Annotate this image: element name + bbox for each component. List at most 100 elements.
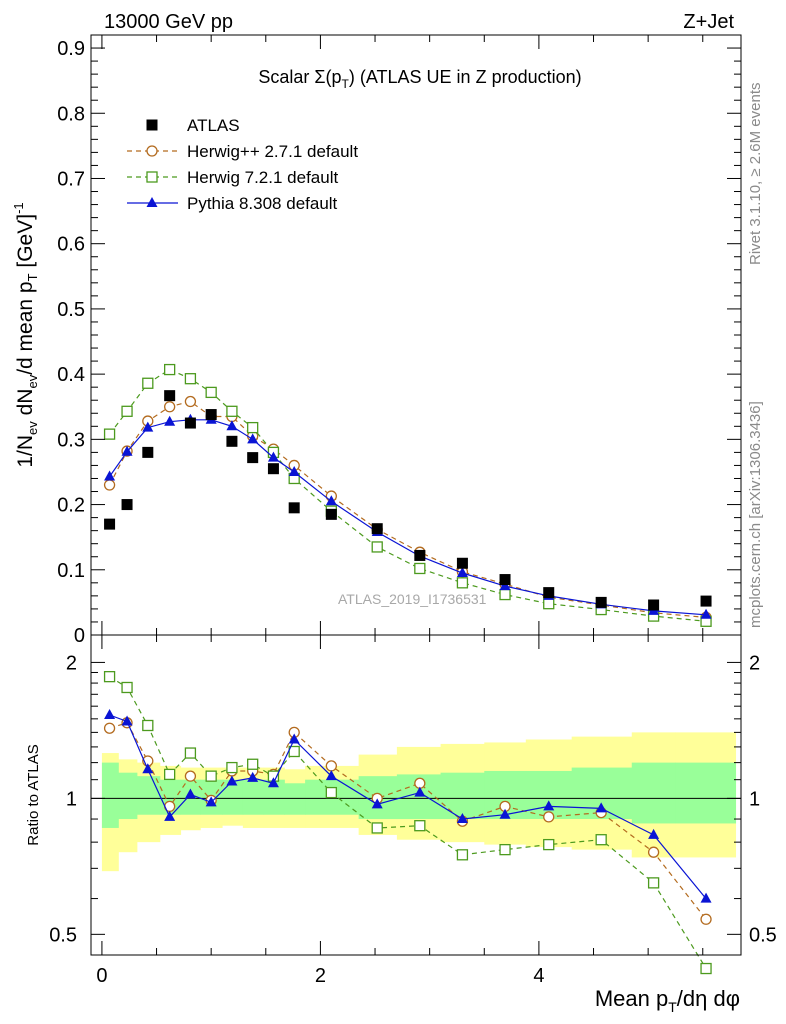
ratio-band-inner: [101, 762, 119, 828]
main-ytick-label: 0.5: [57, 299, 85, 321]
energy-label: 13000 GeV pp: [104, 11, 233, 33]
ratio-point-pythia-8-308-default: [543, 800, 555, 811]
ratio-band-inner: [263, 779, 285, 815]
main-point-atlas: [164, 390, 176, 402]
main-point-herwig-7-2-1-default: [103, 428, 116, 440]
ratio-point-pythia-8-308-default: [104, 708, 116, 719]
ratio-point-pythia-8-308-default: [121, 715, 133, 726]
ratio-ytick-label-right: 2: [749, 652, 760, 674]
ratio-point-herwig-7-2-1-default: [647, 877, 660, 889]
main-point-atlas: [371, 523, 383, 535]
main-point-atlas: [267, 463, 279, 475]
main-point-atlas: [414, 549, 426, 561]
main-point-atlas: [288, 502, 300, 514]
ratio-band-inner: [525, 770, 573, 820]
main-point-herwig-2-7-1-default: [164, 401, 176, 413]
main-ytick-label: 0.4: [57, 364, 85, 386]
title-sigma: Σ(p: [314, 67, 341, 87]
main-point-pythia-8-308-default: [700, 608, 712, 619]
main-point-pythia-8-308-default: [104, 470, 116, 481]
main-point-pythia-8-308-default: [325, 495, 337, 506]
ratio-ytick-label: 2: [66, 652, 77, 674]
ratio-ytick-label-right: 0.5: [749, 924, 777, 946]
main-ytick-label: 0.8: [57, 103, 85, 125]
main-point-atlas: [247, 452, 259, 464]
ratio-band-inner: [242, 779, 265, 815]
ratio-xtick-label: 2: [315, 965, 326, 987]
legend-marker-pythia-8-308-default: [146, 197, 158, 207]
main-point-pythia-8-308-default: [456, 567, 468, 578]
ratio-ytick-label-right: 1: [749, 788, 760, 810]
ratio-band-inner: [675, 762, 737, 824]
ratio-point-herwig-2-7-1-default: [325, 760, 337, 772]
ratio-ytick-label: 1: [66, 788, 77, 810]
main-ytick-label: 0.6: [57, 234, 85, 256]
analysis-watermark: ATLAS_2019_I1736531: [338, 591, 487, 607]
ratio-point-herwig-2-7-1-default: [103, 722, 116, 734]
ratio-point-herwig-7-2-1-default: [142, 719, 154, 732]
ratio-point-herwig-7-2-1-default: [371, 822, 383, 834]
main-axes: 0 0.1 0.2 0.3 0.4 0.5 0.6 0.7 0.8 0.9: [57, 35, 741, 647]
ratio-point-pythia-8-308-default: [414, 786, 426, 797]
ratio-point-herwig-7-2-1-default: [247, 758, 259, 770]
ratio-band-inner: [284, 783, 306, 815]
ratio-point-herwig-7-2-1-default: [456, 849, 469, 861]
main-point-herwig-7-2-1-default: [142, 377, 154, 389]
main-point-pythia-8-308-default: [499, 580, 511, 591]
legend-marker-herwig-2-7-1-default: [146, 145, 158, 157]
ratio-point-herwig-7-2-1-default: [414, 820, 426, 832]
legend-marker-herwig-7-2-1-default: [146, 171, 158, 183]
main-ytick-label: 0.7: [57, 168, 85, 190]
main-point-pythia-8-308-default: [121, 445, 133, 456]
main-line-herwig-2-7-1-default: [109, 400, 707, 618]
main-point-atlas: [595, 596, 607, 608]
ratio-axes: 0.5 0.5 1 1 2 2 0 2 4: [49, 635, 777, 987]
main-point-pythia-8-308-default: [247, 433, 259, 444]
ratio-point-pythia-8-308-default: [595, 802, 607, 813]
main-point-herwig-7-2-1-default: [499, 588, 511, 601]
main-ytick-label: 0.9: [57, 38, 85, 60]
ratio-point-pythia-8-308-default: [267, 777, 279, 788]
ratio-point-herwig-2-7-1-default: [647, 846, 660, 858]
ratio-point-herwig-2-7-1-default: [543, 811, 555, 823]
ratio-panel: 0.5 0.5 1 1 2 2 0 2 4 Ratio to ATLAS Mean pT/dη …: [25, 634, 777, 1015]
main-ylabel: 1/Nev dNev/d mean pT [GeV]-1: [11, 202, 40, 467]
ratio-point-herwig-7-2-1-default: [543, 838, 555, 851]
main-point-herwig-7-2-1-default: [371, 541, 383, 553]
main-ytick-label: 0: [74, 625, 85, 647]
legend: ATLAS Herwig++ 2.7.1 default Herwig 7.2.1 …: [127, 116, 358, 213]
main-ylabel-text: 1/Nev dNev/d mean pT [GeV]-1: [11, 202, 40, 467]
main-point-herwig-7-2-1-default: [164, 363, 176, 376]
main-point-atlas: [184, 417, 196, 429]
ratio-point-pythia-8-308-default: [205, 796, 217, 807]
ratio-xlabel: Mean pT/dη dφ: [595, 986, 740, 1015]
main-title: Scalar Σ(pT) (ATLAS UE in Z production): [258, 67, 581, 91]
ratio-band-inner: [631, 762, 676, 824]
ratio-point-herwig-7-2-1-default: [288, 745, 300, 758]
rivet-label: Rivet 3.1.10, ≥ 2.6M events: [747, 83, 764, 266]
main-line-pythia-8-308-default: [109, 419, 707, 616]
ratio-band-inner: [222, 779, 244, 815]
mcplots-label: mcplots.cern.ch [arXiv:1306.3436]: [747, 401, 764, 628]
ratio-point-herwig-7-2-1-default: [700, 962, 712, 975]
main-point-atlas: [648, 599, 660, 611]
legend-label-herwig-7-2-1-default: Herwig 7.2.1 default: [187, 168, 338, 187]
ratio-point-pythia-8-308-default: [184, 788, 196, 799]
main-ytick-label: 0.2: [57, 495, 85, 517]
main-point-atlas: [456, 557, 468, 569]
main-point-atlas: [226, 435, 238, 447]
main-point-atlas: [700, 595, 712, 607]
main-point-herwig-7-2-1-default: [184, 373, 197, 385]
main-point-atlas: [142, 446, 154, 458]
ratio-ytick-label: 0.5: [49, 924, 77, 946]
ratio-point-pythia-8-308-default: [499, 808, 511, 819]
ratio-point-herwig-7-2-1-default: [205, 770, 217, 782]
ratio-frame: [90, 634, 742, 956]
ratio-point-pythia-8-308-default: [456, 813, 468, 824]
ratio-band-inner: [118, 772, 138, 820]
ratio-xtick-label: 0: [96, 965, 107, 987]
legend-marker-atlas: [146, 119, 158, 131]
ratio-point-pythia-8-308-default: [325, 770, 337, 781]
main-point-atlas: [205, 409, 217, 421]
